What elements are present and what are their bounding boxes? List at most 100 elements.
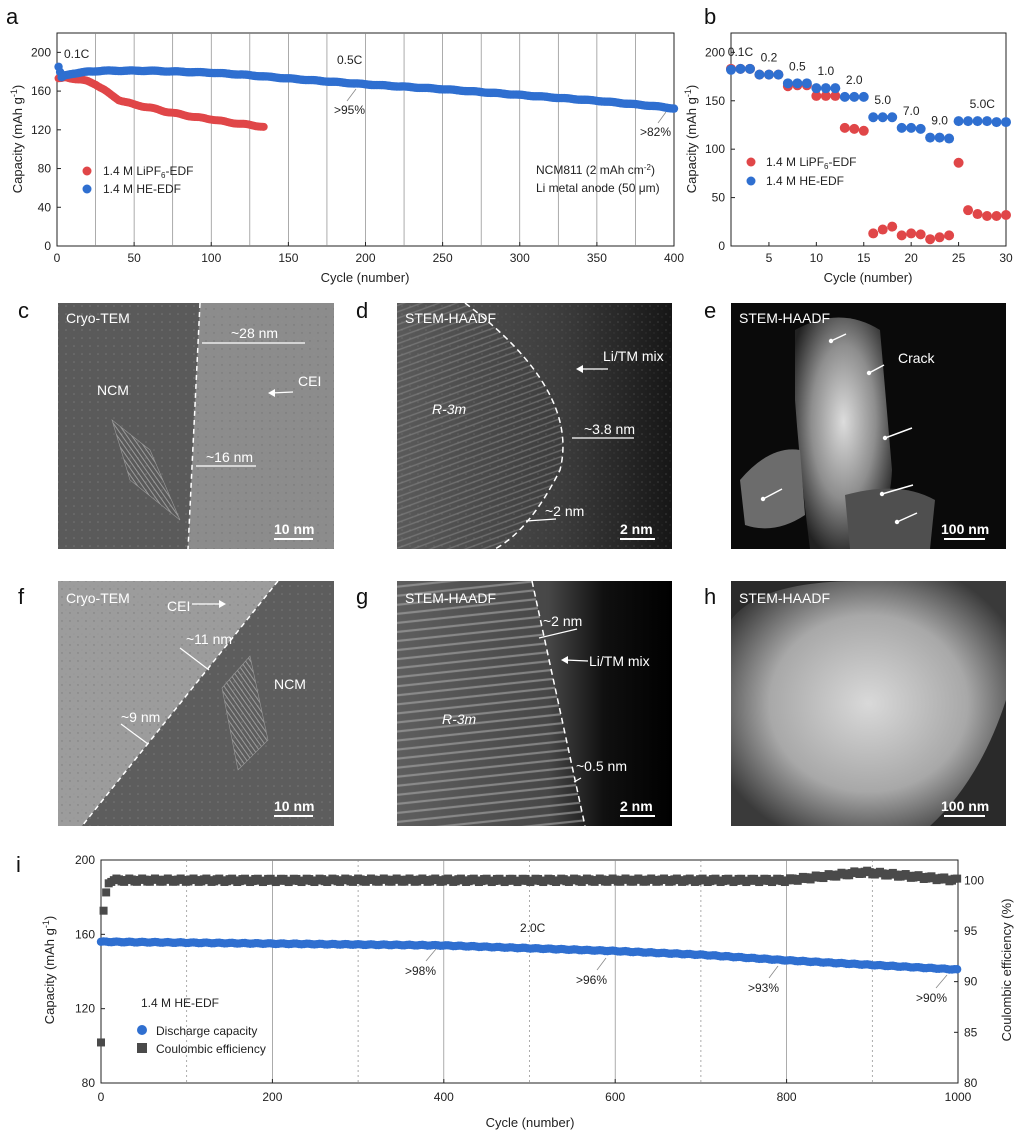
panel-d-phase: R-3m: [432, 401, 467, 417]
panel-b-y-tick-label: 100: [705, 142, 725, 156]
panel-g-mix-label: Li/TM mix: [589, 653, 650, 669]
panel-b-point-lipf6: [896, 230, 907, 241]
panel-a-point-he: [669, 104, 679, 113]
panel-b-point-he: [887, 112, 898, 123]
panel-a-point-lipf6: [259, 122, 268, 131]
panel-i-y-tick-label: 80: [82, 1076, 96, 1090]
panel-b-legend-lipf6: 1.4 M LiPF6-EDF: [766, 155, 856, 171]
panel-b-point-he: [972, 116, 983, 127]
panel-d-mix-label: Li/TM mix: [603, 348, 664, 364]
panel-e-crack-arrows: [760, 333, 918, 525]
panel-h: h STEM-HAADF 100 nm: [704, 581, 1006, 826]
panel-e-crack-arrow: [830, 333, 847, 342]
panel-b-x-tick-label: 15: [857, 251, 871, 265]
panel-a-series-lipf6: [54, 73, 268, 131]
panel-i-y2-tick-label: 90: [964, 975, 978, 989]
panel-g-thickness-bar-2: [573, 777, 582, 783]
panel-a-x-tick-label: 150: [278, 251, 298, 265]
panel-a-dividers: [95, 33, 636, 246]
panel-a-x-tick-label: 0: [54, 251, 61, 265]
panel-b-point-he: [820, 83, 831, 94]
panel-g-label: g: [356, 584, 368, 609]
panel-c: c Cryo-TEM NCM CEI ~28 nm ~16 nm 10 nm: [18, 298, 334, 550]
panel-i-y-ticks: 80 120 160 200: [75, 853, 105, 1090]
panel-b-label: b: [704, 4, 716, 29]
panel-b-point-he: [849, 91, 860, 102]
panel-a-y-tick-label: 200: [31, 45, 51, 59]
panel-a-retention-82: >82%: [640, 125, 671, 139]
panel-a-cell-info-1: NCM811 (2 mAh cm-2): [536, 163, 655, 177]
panel-a-ylabel: Capacity (mAh g-1): [9, 85, 25, 193]
panel-a-x-tick-label: 400: [664, 251, 684, 265]
panel-a-series-he: [54, 62, 679, 113]
panel-f-lattice-inset: [221, 655, 269, 771]
panel-i-ylabel: Capacity (mAh g-1): [41, 916, 57, 1024]
panel-a: a 0 50 100 150 200 250 300 350 400 0 40 80 120 160 20…: [6, 4, 684, 285]
panel-e-crack-arrowhead: [760, 496, 766, 502]
panel-i-x-tick-label: 1000: [945, 1090, 972, 1104]
panel-a-x-tick-label: 350: [587, 251, 607, 265]
panel-e-crack-arrowhead: [828, 338, 834, 344]
panel-i-point-ce: [953, 874, 962, 883]
panel-b-point-he: [896, 122, 907, 133]
panel-e-crack-arrow: [868, 364, 885, 374]
panel-a-x-tick-label: 100: [201, 251, 221, 265]
panel-b-point-he: [925, 132, 936, 143]
panel-e-mode: STEM-HAADF: [739, 310, 830, 326]
panel-e-crack-arrow: [881, 484, 914, 495]
panel-h-mode: STEM-HAADF: [739, 590, 830, 606]
panel-d-scale-text: 2 nm: [620, 521, 653, 537]
panel-b-y-tick-label: 150: [705, 94, 725, 108]
panel-b-rate-labels: 0.1C 0.2 0.5 1.0 2.0 5.0 7.0 9.0 5.0C: [728, 45, 995, 128]
panel-a-retention-82-pointer: [657, 111, 667, 124]
panel-d: d STEM-HAADF R-3m Li/TM mix ~3.8 nm ~2 n…: [356, 298, 672, 550]
panel-i-y2-tick-label: 100: [964, 873, 984, 887]
panel-i-x-ticks: 0 200 400 600 800 1000: [98, 1079, 972, 1104]
panel-b-point-he: [963, 116, 974, 127]
panel-b-point-lipf6: [839, 122, 850, 133]
panel-b-point-he: [877, 112, 888, 123]
panel-f-cei-label: CEI: [167, 598, 190, 614]
panel-e-crack-arrowhead: [879, 491, 885, 497]
panel-b-point-lipf6: [915, 229, 926, 240]
panel-f-cei-arrowhead: [219, 600, 226, 608]
panel-b-y-tick-label: 0: [718, 239, 725, 253]
panel-a-x-tick-label: 300: [510, 251, 530, 265]
panel-i-dividers: [186, 860, 873, 1083]
panel-b-point-lipf6: [925, 234, 936, 245]
panel-i-x-tick-label: 0: [98, 1090, 105, 1104]
panel-d-label: d: [356, 298, 368, 323]
panel-i-x-tick-label: 600: [605, 1090, 625, 1104]
panel-b-point-lipf6: [868, 228, 879, 239]
panel-b-rate-label: 0.5: [789, 59, 806, 73]
panel-d-mode: STEM-HAADF: [405, 310, 496, 326]
panel-e-scale-text: 100 nm: [941, 521, 989, 537]
panel-b-point-he: [868, 112, 879, 123]
panel-b-xlabel: Cycle (number): [824, 270, 913, 285]
panel-f-thickness-bar-2: [120, 723, 149, 745]
panel-b-rate-label: 2.0: [846, 73, 863, 87]
panel-g: g STEM-HAADF R-3m ~2 nm Li/TM mix ~0.5 n…: [356, 580, 672, 827]
panel-b-x-tick-label: 10: [810, 251, 824, 265]
panel-b-point-he: [839, 91, 850, 102]
panel-a-cell-info-2: Li metal anode (50 μm): [536, 181, 660, 195]
panel-b-point-he: [792, 78, 803, 89]
panel-a-legend-lipf6-marker: [82, 166, 92, 176]
panel-a-x-tick-label: 250: [433, 251, 453, 265]
panel-i-x-tick-label: 400: [434, 1090, 454, 1104]
panel-b-point-lipf6: [811, 90, 822, 101]
panel-a-y-tick-label: 40: [38, 200, 52, 214]
panel-i-retention-98: >98%: [405, 964, 436, 978]
panel-i-retention-90: >90%: [916, 991, 947, 1005]
panel-g-thickness-1: ~2 nm: [543, 613, 582, 629]
panel-a-xlabel: Cycle (number): [321, 270, 410, 285]
panel-i-rate: 2.0C: [520, 921, 546, 935]
panel-f-interface-line: [81, 580, 279, 827]
panel-b-rate-label: 0.2: [761, 51, 778, 65]
panel-a-y-tick-label: 80: [38, 162, 52, 176]
panel-a-y-tick-label: 120: [31, 123, 51, 137]
panel-b-point-lipf6: [906, 228, 917, 239]
panel-f-texture: [58, 581, 334, 826]
panel-e-crack-arrow: [896, 512, 918, 523]
panel-b-frame: [730, 32, 1007, 247]
